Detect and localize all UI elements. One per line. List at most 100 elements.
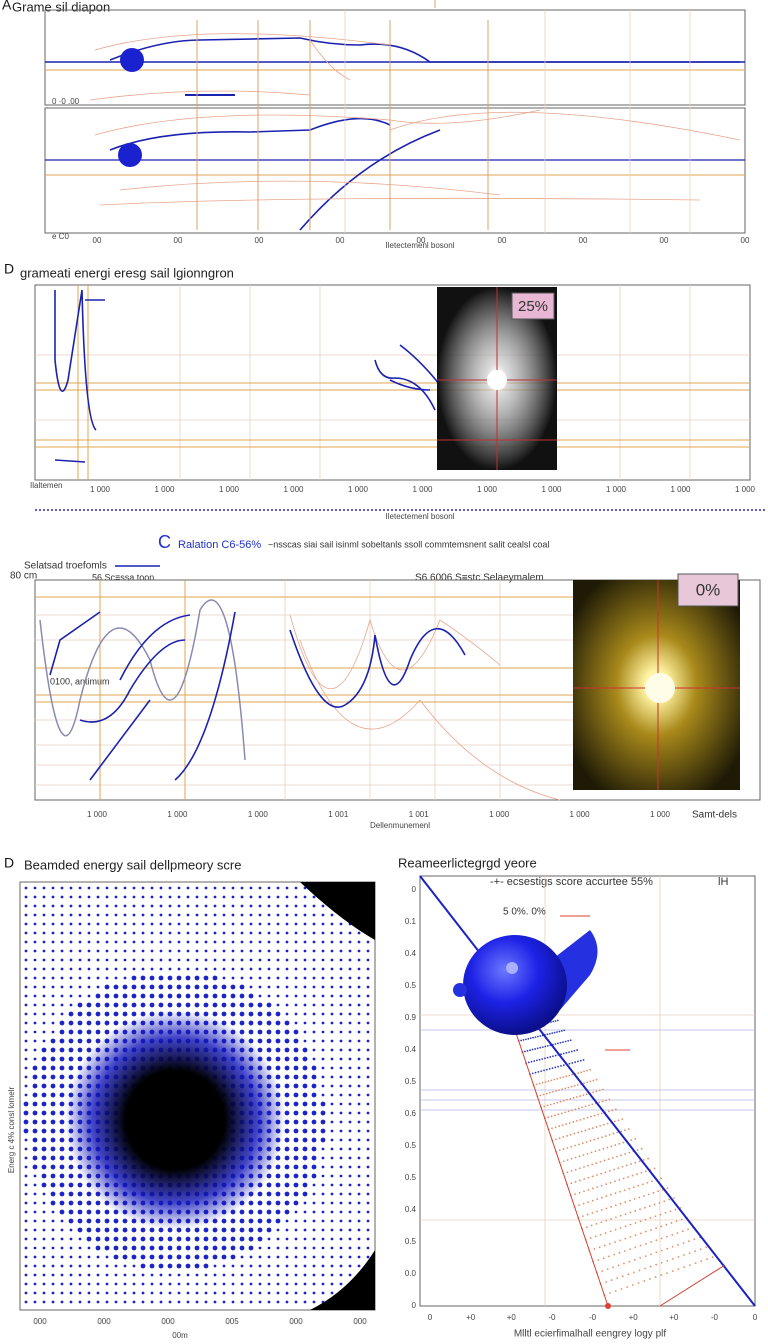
dot	[231, 976, 235, 980]
dot	[642, 1159, 645, 1161]
dot	[33, 1030, 37, 1034]
dot	[33, 1255, 37, 1259]
dot	[604, 1232, 607, 1234]
dot	[568, 1122, 571, 1124]
dot	[222, 1264, 226, 1268]
dot	[321, 1246, 325, 1250]
dot	[276, 1273, 280, 1277]
dot	[203, 993, 209, 999]
dot	[574, 1180, 577, 1183]
dot	[33, 1039, 37, 1043]
dot	[78, 967, 82, 971]
dot	[566, 1146, 569, 1149]
dot	[357, 949, 361, 953]
dot	[321, 1192, 325, 1196]
dot	[357, 1102, 361, 1106]
dot	[23, 1119, 29, 1125]
dot	[95, 1245, 101, 1251]
dot	[86, 1029, 92, 1035]
dot	[32, 1146, 38, 1152]
dot	[95, 1011, 101, 1017]
dot	[284, 1173, 290, 1179]
dot	[177, 886, 181, 890]
dot	[544, 1057, 546, 1060]
dot	[51, 949, 55, 953]
dot	[68, 1182, 74, 1188]
dot	[536, 1035, 539, 1038]
dot	[600, 1221, 603, 1224]
dot	[609, 1242, 611, 1245]
dot	[275, 1074, 281, 1080]
legend: lH	[718, 876, 728, 888]
dot	[293, 1182, 299, 1188]
dot	[666, 1259, 669, 1262]
dot	[585, 1141, 588, 1143]
dot	[598, 1101, 601, 1104]
dot	[357, 1219, 361, 1223]
dot	[267, 886, 271, 890]
dot	[647, 1193, 650, 1196]
dot	[339, 1021, 343, 1025]
dot	[60, 895, 64, 899]
dot	[539, 1094, 542, 1097]
dot	[239, 1002, 245, 1008]
dot	[579, 1095, 582, 1097]
dot	[339, 985, 343, 989]
dot	[266, 1191, 272, 1197]
dot	[86, 1218, 92, 1224]
annotation: 0100, antimum	[50, 676, 110, 686]
dot	[570, 1085, 573, 1088]
dot	[293, 1056, 299, 1062]
dot	[562, 1136, 565, 1138]
dot	[531, 1048, 534, 1051]
dot	[239, 1020, 245, 1026]
dot	[312, 1219, 316, 1223]
dot	[24, 913, 28, 917]
dot	[312, 1210, 316, 1214]
dot	[240, 1273, 244, 1277]
dot	[284, 1029, 290, 1035]
dot	[23, 1101, 29, 1107]
dot	[248, 993, 254, 999]
dot	[42, 1282, 46, 1286]
dot	[586, 1116, 589, 1119]
x-tick-label: 1 000	[570, 810, 591, 819]
dot	[51, 985, 55, 989]
dot	[132, 1282, 136, 1286]
dot	[303, 985, 307, 989]
dot	[587, 1201, 590, 1204]
dot	[240, 1282, 244, 1286]
dot	[285, 904, 289, 908]
dot	[618, 1142, 621, 1145]
dot	[638, 1160, 641, 1163]
dot	[60, 1237, 64, 1241]
dot	[33, 1021, 37, 1025]
dot	[240, 940, 244, 944]
dot	[294, 949, 298, 953]
dot	[105, 1300, 109, 1304]
dot	[69, 949, 73, 953]
dot	[293, 1155, 299, 1161]
dot	[303, 1039, 307, 1043]
dot	[213, 940, 217, 944]
dot	[32, 1155, 38, 1161]
dot	[312, 1282, 316, 1286]
dot	[592, 1091, 595, 1094]
dot	[231, 1282, 235, 1286]
x-tick-label: 1 000	[348, 485, 369, 494]
dot	[293, 1164, 299, 1170]
dot	[330, 1219, 334, 1223]
annotation: 56 Sc≡ssa toon	[92, 572, 154, 582]
dot	[24, 967, 28, 971]
dot	[24, 1003, 28, 1007]
dot	[558, 1089, 561, 1092]
dot	[50, 1146, 56, 1152]
marker	[118, 143, 142, 167]
dot	[529, 1037, 532, 1040]
dot	[348, 1255, 352, 1259]
dot	[618, 1251, 621, 1254]
dot	[563, 1029, 566, 1032]
dot	[42, 1021, 46, 1025]
dot	[594, 1150, 597, 1153]
dot	[544, 1045, 547, 1048]
